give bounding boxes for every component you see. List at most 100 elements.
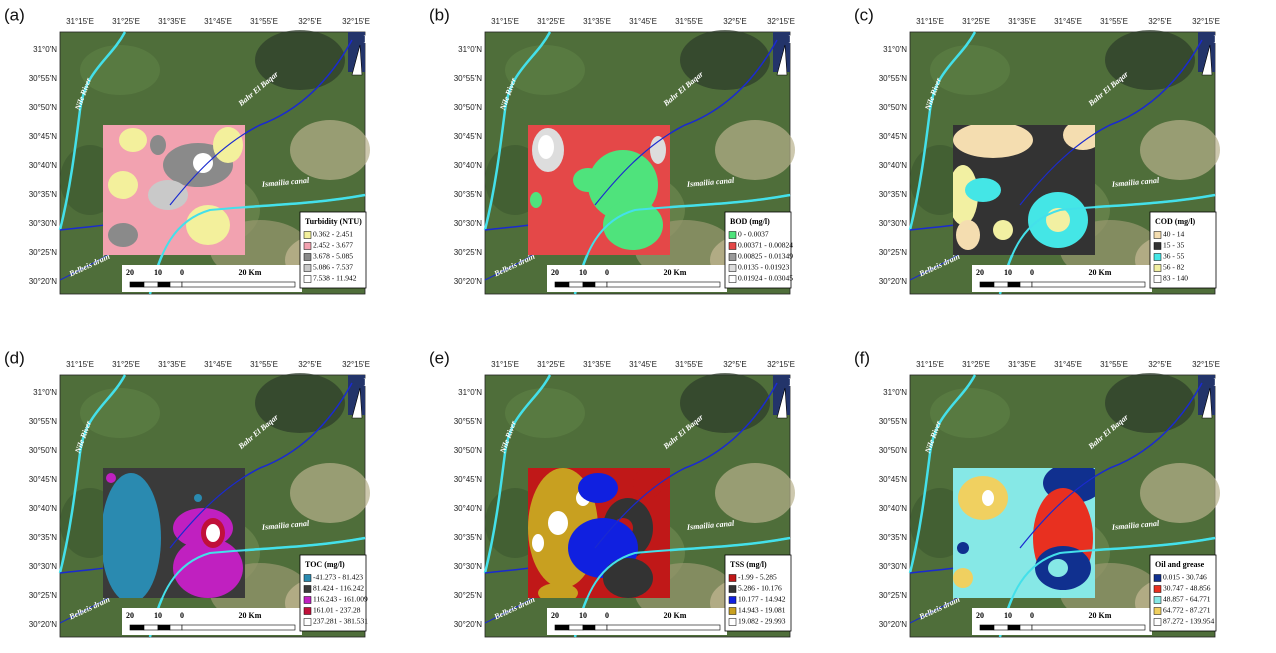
latitude-label: 30°30'N xyxy=(879,219,908,228)
scale-segment xyxy=(130,282,144,287)
longitude-label: 31°35'E xyxy=(1008,17,1036,26)
terrain xyxy=(930,388,1010,438)
legend-swatch xyxy=(729,608,736,615)
scale-box xyxy=(972,608,1152,635)
latitude-label: 30°40'N xyxy=(879,504,908,513)
zone-class xyxy=(956,220,980,250)
legend-swatch xyxy=(1154,608,1161,615)
scale-label: 10 xyxy=(1004,611,1012,620)
zone-class xyxy=(993,220,1013,240)
latitude-label: 30°25'N xyxy=(454,591,483,600)
map-panel: (b)Nile RiverBahr El BaqarIsmailia canal… xyxy=(429,5,798,294)
legend-item: 56 - 82 xyxy=(1163,263,1184,272)
legend-swatch xyxy=(304,575,311,582)
zone-class xyxy=(532,534,544,552)
interpolated-zone xyxy=(528,468,670,603)
north-label: N xyxy=(789,375,798,389)
legend-swatch xyxy=(729,243,736,250)
latitude-label: 30°30'N xyxy=(454,219,483,228)
longitude-label: 31°55'E xyxy=(250,360,278,369)
panel-letter: (c) xyxy=(854,5,874,24)
latitude-label: 30°35'N xyxy=(879,190,908,199)
latitude-label: 30°35'N xyxy=(454,533,483,542)
scale-segment xyxy=(1032,282,1145,287)
north-label: N xyxy=(1214,375,1223,389)
legend-item: 116.243 - 161.009 xyxy=(313,595,368,604)
panel-letter: (e) xyxy=(429,348,450,367)
latitude-label: 30°45'N xyxy=(454,475,483,484)
latitude-label: 30°25'N xyxy=(879,248,908,257)
longitude-label: 31°25'E xyxy=(537,17,565,26)
scale-label: 20 Km xyxy=(239,611,262,620)
scale-label: 20 xyxy=(551,268,559,277)
longitude-label: 31°35'E xyxy=(583,17,611,26)
latitude-label: 30°35'N xyxy=(29,533,58,542)
interpolated-zone xyxy=(948,120,1103,255)
scale-segment xyxy=(158,625,170,630)
legend-item: 87.272 - 139.954 xyxy=(1163,617,1214,626)
zone-class xyxy=(194,494,202,502)
legend-item: 0.0135 - 0.01923 xyxy=(738,263,789,272)
scale-label: 20 Km xyxy=(1089,611,1112,620)
legend-item: -1.99 - 5.285 xyxy=(738,573,777,582)
latitude-label: 30°25'N xyxy=(879,591,908,600)
scale-label: 0 xyxy=(180,268,184,277)
zone-class xyxy=(148,180,188,210)
scale-segment xyxy=(607,282,720,287)
terrain xyxy=(1140,463,1220,523)
legend-item: 161.01 - 237.28 xyxy=(313,606,361,615)
latitude-label: 30°40'N xyxy=(29,504,58,513)
legend-item: 5.286 - 10.176 xyxy=(738,584,782,593)
scale-segment xyxy=(1020,282,1032,287)
latitude-label: 30°20'N xyxy=(454,620,483,629)
scale-box xyxy=(547,608,727,635)
latitude-label: 31°0'N xyxy=(458,45,482,54)
legend-item: -41.273 - 81.423 xyxy=(313,573,363,582)
zone-class xyxy=(573,168,603,192)
panel-letter: (a) xyxy=(4,5,25,24)
scale-label: 0 xyxy=(1030,611,1034,620)
latitude-label: 30°35'N xyxy=(29,190,58,199)
latitude-label: 30°20'N xyxy=(454,277,483,286)
latitude-label: 30°30'N xyxy=(29,562,58,571)
map-panel: (a)Nile RiverBahr El BaqarIsmailia canal… xyxy=(4,5,373,294)
latitude-label: 30°40'N xyxy=(454,161,483,170)
zone-class xyxy=(101,473,161,603)
legend-swatch xyxy=(729,232,736,239)
panel-letter: (f) xyxy=(854,348,870,367)
panel-letter: (b) xyxy=(429,5,450,24)
zone-class xyxy=(538,135,554,159)
zone-class xyxy=(578,473,618,503)
map-panel: (d)Nile RiverBahr El BaqarIsmailia canal… xyxy=(4,348,373,637)
latitude-label: 30°55'N xyxy=(879,417,908,426)
scale-segment xyxy=(144,282,158,287)
latitude-label: 30°50'N xyxy=(879,103,908,112)
latitude-label: 30°45'N xyxy=(29,475,58,484)
longitude-label: 31°55'E xyxy=(1100,17,1128,26)
latitude-label: 30°45'N xyxy=(879,475,908,484)
legend-swatch xyxy=(1154,586,1161,593)
zone-class xyxy=(982,490,994,506)
zone-class xyxy=(650,136,666,164)
longitude-label: 31°55'E xyxy=(250,17,278,26)
longitude-label: 32°15'E xyxy=(1192,360,1220,369)
longitude-label: 32°15'E xyxy=(767,17,795,26)
legend-swatch xyxy=(729,254,736,261)
longitude-label: 31°45'E xyxy=(629,17,657,26)
scale-segment xyxy=(170,282,182,287)
legend-item: 10.177 - 14.942 xyxy=(738,595,786,604)
legend-item: 0 - 0.0037 xyxy=(738,230,769,239)
zone-class xyxy=(193,153,213,173)
scale-label: 20 xyxy=(126,268,134,277)
zone-class xyxy=(150,135,166,155)
legend-swatch xyxy=(729,265,736,272)
latitude-label: 30°55'N xyxy=(879,74,908,83)
latitude-label: 30°20'N xyxy=(879,277,908,286)
terrain xyxy=(80,45,160,95)
longitude-label: 31°45'E xyxy=(204,360,232,369)
scale-label: 0 xyxy=(605,611,609,620)
panel-letter: (d) xyxy=(4,348,25,367)
terrain xyxy=(80,388,160,438)
terrain xyxy=(1140,120,1220,180)
legend-swatch xyxy=(304,232,311,239)
